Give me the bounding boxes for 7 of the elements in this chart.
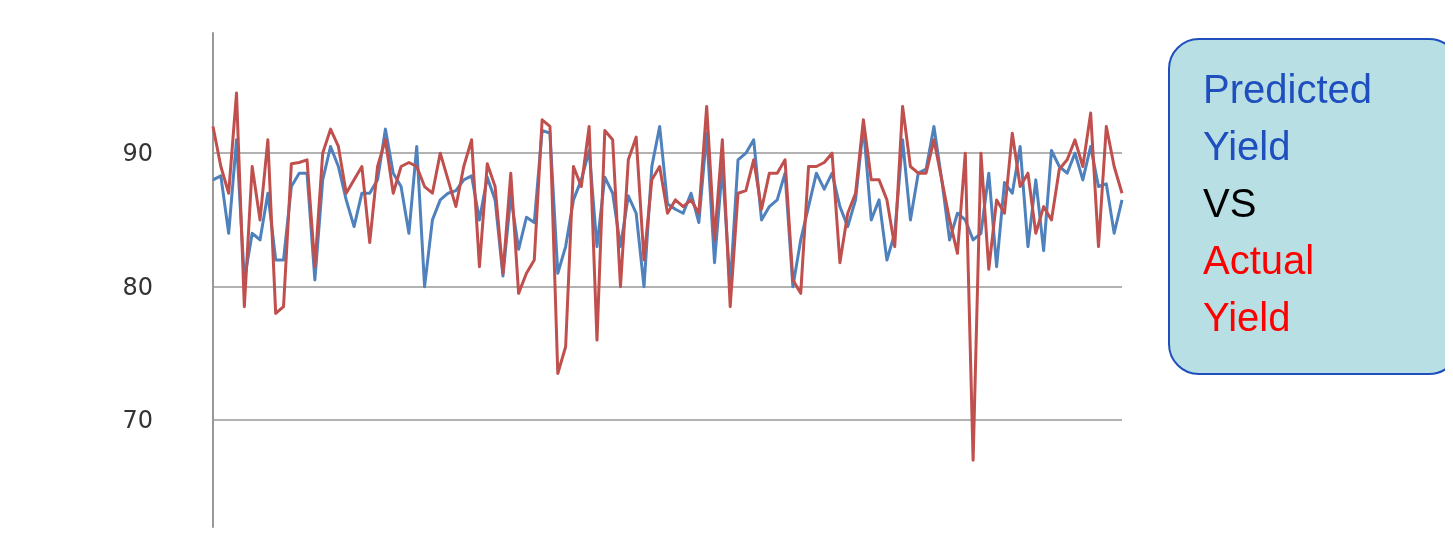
y-tick-label: 70 — [122, 406, 153, 435]
text: VS — [1203, 181, 1257, 225]
text: Predicted Yield — [1203, 67, 1372, 168]
line-series — [211, 91, 1124, 462]
y-tick-label: 80 — [122, 272, 153, 301]
text: Actual Yield — [1203, 238, 1315, 339]
y-tick-label: 90 — [122, 139, 153, 168]
